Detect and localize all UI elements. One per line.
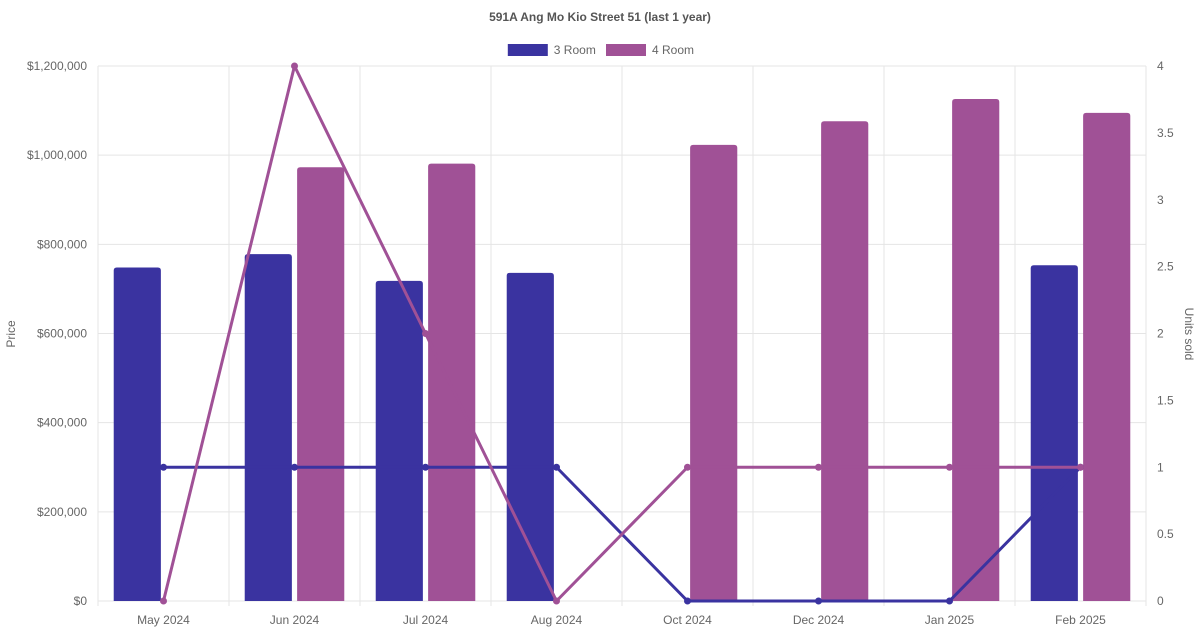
x-tick-label: Jan 2025 [925,613,975,627]
bar-3-room[interactable] [1030,265,1078,601]
point-3-room-units[interactable] [946,597,953,605]
x-tick-label: May 2024 [137,613,190,627]
y2-tick-label: 3.5 [1157,126,1174,140]
point-4-room-units[interactable] [422,330,429,337]
bar-3-room[interactable] [244,254,292,601]
line-4-room-units [162,64,1081,603]
y-tick-label: $1,000,000 [27,148,87,162]
y-tick-label: $1,200,000 [27,59,87,73]
x-tick-label: Feb 2025 [1055,613,1106,627]
x-tick-label: Aug 2024 [531,613,583,627]
y-tick-label: $800,000 [37,237,87,251]
bar-4-room[interactable] [1083,112,1131,601]
bar-4-room[interactable] [690,144,738,601]
point-3-room-units[interactable] [815,597,822,605]
bar-4-room[interactable] [821,121,869,602]
bars [113,98,1131,602]
point-3-room-units[interactable] [553,463,560,471]
x-tick-label: Jul 2024 [403,613,449,627]
bar-4-room[interactable] [297,167,345,601]
x-tick-label: Dec 2024 [793,613,845,627]
point-3-room-units[interactable] [291,463,298,471]
y2-axis-title: Units sold [1182,308,1196,361]
point-4-room-units[interactable] [946,463,953,471]
legend-swatch [606,44,646,56]
y-tick-label: $600,000 [37,327,87,341]
x-tick-label: Oct 2024 [663,613,712,627]
legend-item-3-room[interactable]: 3 Room [507,43,596,57]
y-axis-price-ticks: $0 $200,000 $400,000 $600,000 $800,000 $1,000… [27,59,87,608]
y2-tick-label: 1 [1157,460,1164,474]
point-4-room-units[interactable] [684,463,691,471]
legend[interactable]: 3 Room 4 Room [507,43,694,57]
x-axis-ticks: May 2024 Jun 2024 Jul 2024 Aug 2024 Oct 2024… [137,613,1106,627]
y-tick-label: $400,000 [37,416,87,430]
point-4-room-units[interactable] [815,463,822,471]
legend-label: 4 Room [652,43,694,57]
y2-tick-label: 2.5 [1157,260,1174,274]
point-3-room-units[interactable] [160,463,167,471]
legend-swatch [507,44,548,56]
point-4-room-units[interactable] [1077,463,1084,471]
legend-item-4-room[interactable]: 4 Room [606,43,694,57]
y2-tick-label: 1.5 [1157,393,1174,407]
chart-title: 591A Ang Mo Kio Street 51 (last 1 year) [489,10,711,24]
unit-lines [160,62,1084,605]
y2-tick-label: 2 [1157,327,1164,341]
bar-3-room[interactable] [375,280,423,601]
y-axis-units-ticks: 0 0.5 1 1.5 2 2.5 3 3.5 4 [1157,59,1174,608]
y-tick-label: $200,000 [37,505,87,519]
x-tick-label: Jun 2024 [270,613,320,627]
point-4-room-units[interactable] [160,597,167,605]
point-4-room-units[interactable] [553,597,560,605]
y2-tick-label: 0 [1157,594,1164,608]
y-axis-title: Price [4,320,18,348]
point-3-room-units[interactable] [422,463,429,471]
bar-4-room[interactable] [428,163,476,601]
legend-label: 3 Room [554,43,596,57]
point-4-room-units[interactable] [291,62,298,70]
y2-tick-label: 4 [1157,59,1164,73]
y2-tick-label: 3 [1157,193,1164,207]
y2-tick-label: 0.5 [1157,527,1174,541]
bar-3-room[interactable] [113,267,161,601]
bar-3-room[interactable] [506,272,554,601]
bar-4-room[interactable] [952,98,1000,601]
point-3-room-units[interactable] [684,597,691,605]
y-tick-label: $0 [74,594,88,608]
